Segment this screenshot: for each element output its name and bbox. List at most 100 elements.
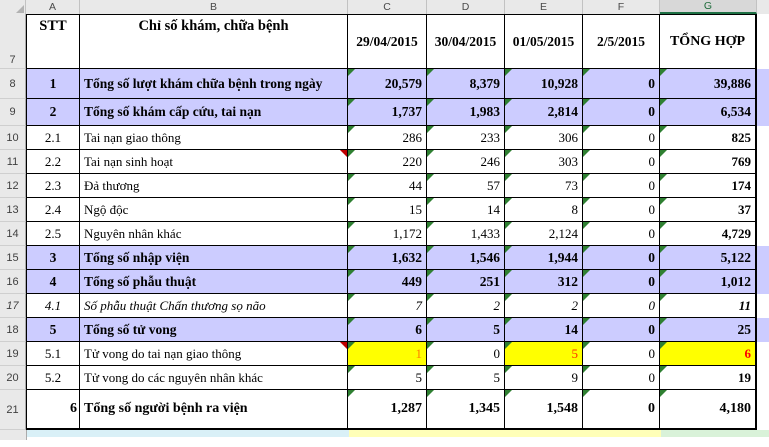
- cell-H9-sliver[interactable]: [757, 99, 769, 126]
- cell-G17[interactable]: 11: [660, 294, 757, 318]
- cell-D7[interactable]: 30/04/2015: [427, 14, 505, 69]
- column-header-c[interactable]: C: [348, 0, 427, 14]
- cell-C7[interactable]: 29/04/2015: [348, 14, 427, 69]
- cell-B16[interactable]: Tổng số phẫu thuật: [80, 270, 348, 294]
- cell-C16[interactable]: 449: [348, 270, 427, 294]
- row-header-14[interactable]: 14: [0, 222, 26, 246]
- cell-G19[interactable]: 6: [660, 342, 757, 366]
- column-header-d[interactable]: D: [427, 0, 505, 14]
- cell-E8[interactable]: 10,928: [505, 69, 583, 99]
- cell-C14[interactable]: 1,172: [348, 222, 427, 246]
- cell-H16-sliver[interactable]: [757, 270, 769, 294]
- cell-A21[interactable]: 6: [26, 390, 80, 430]
- cell-A12[interactable]: 2.3: [26, 174, 80, 198]
- row-header-7[interactable]: 7: [0, 14, 26, 69]
- cell-H12-sliver[interactable]: [757, 174, 769, 198]
- row-header-12[interactable]: 12: [0, 174, 26, 198]
- cell-A15[interactable]: 3: [26, 246, 80, 270]
- cell-G12[interactable]: 174: [660, 174, 757, 198]
- cell-H20-sliver[interactable]: [757, 366, 769, 390]
- cell-G13[interactable]: 37: [660, 198, 757, 222]
- cell-H11-sliver[interactable]: [757, 150, 769, 174]
- cell-B18[interactable]: Tổng số tử vong: [80, 318, 348, 342]
- row-header-15[interactable]: 15: [0, 246, 26, 270]
- cell-C10[interactable]: 286: [348, 126, 427, 150]
- cell-A17[interactable]: 4.1: [26, 294, 80, 318]
- cell-B10[interactable]: Tai nạn giao thông: [80, 126, 348, 150]
- cell-F17[interactable]: 0: [583, 294, 660, 318]
- cell-D20[interactable]: 5: [427, 366, 505, 390]
- cell-E16[interactable]: 312: [505, 270, 583, 294]
- row-header-11[interactable]: 11: [0, 150, 26, 174]
- cell-G16[interactable]: 1,012: [660, 270, 757, 294]
- cell-A7[interactable]: STT: [26, 14, 80, 69]
- cell-G15[interactable]: 5,122: [660, 246, 757, 270]
- cell-C18[interactable]: 6: [348, 318, 427, 342]
- cell-B19[interactable]: Tử vong do tai nạn giao thông: [80, 342, 348, 366]
- cell-D17[interactable]: 2: [427, 294, 505, 318]
- cell-E10[interactable]: 306: [505, 126, 583, 150]
- cell-D11[interactable]: 246: [427, 150, 505, 174]
- cell-D15[interactable]: 1,546: [427, 246, 505, 270]
- cell-B20[interactable]: Tử vong do các nguyên nhân khác: [80, 366, 348, 390]
- cell-D18[interactable]: 5: [427, 318, 505, 342]
- row-header-10[interactable]: 10: [0, 126, 26, 150]
- cell-F11[interactable]: 0: [583, 150, 660, 174]
- cell-H10-sliver[interactable]: [757, 126, 769, 150]
- cell-E12[interactable]: 73: [505, 174, 583, 198]
- cell-A19[interactable]: 5.1: [26, 342, 80, 366]
- cell-F15[interactable]: 0: [583, 246, 660, 270]
- cell-G22-partial[interactable]: [661, 430, 769, 437]
- cell-G18[interactable]: 25: [660, 318, 757, 342]
- cell-F20[interactable]: 0: [583, 366, 660, 390]
- cell-E17[interactable]: 2: [505, 294, 583, 318]
- cell-C13[interactable]: 15: [348, 198, 427, 222]
- cell-E18[interactable]: 14: [505, 318, 583, 342]
- cell-C9[interactable]: 1,737: [348, 99, 427, 126]
- cell-E14[interactable]: 2,124: [505, 222, 583, 246]
- cell-A13[interactable]: 2.4: [26, 198, 80, 222]
- cell-H18-sliver[interactable]: [757, 318, 769, 342]
- cell-G21[interactable]: 4,180: [660, 390, 757, 430]
- cell-B15[interactable]: Tổng số nhập viện: [80, 246, 348, 270]
- cell-F13[interactable]: 0: [583, 198, 660, 222]
- row-header-13[interactable]: 13: [0, 198, 26, 222]
- cell-C21[interactable]: 1,287: [348, 390, 427, 430]
- column-header-e[interactable]: E: [505, 0, 583, 14]
- cell-A20[interactable]: 5.2: [26, 366, 80, 390]
- cell-G11[interactable]: 769: [660, 150, 757, 174]
- cell-E9[interactable]: 2,814: [505, 99, 583, 126]
- cell-E20[interactable]: 9: [505, 366, 583, 390]
- cell-D8[interactable]: 8,379: [427, 69, 505, 99]
- cell-G9[interactable]: 6,534: [660, 99, 757, 126]
- column-header-f[interactable]: F: [583, 0, 660, 14]
- cell-C17[interactable]: 7: [348, 294, 427, 318]
- cell-F21[interactable]: 0: [583, 390, 660, 430]
- row-header-8[interactable]: 8: [0, 69, 26, 99]
- row-header-22[interactable]: [0, 430, 27, 440]
- cell-C8[interactable]: 20,579: [348, 69, 427, 99]
- cell-F9[interactable]: 0: [583, 99, 660, 126]
- cell-F8[interactable]: 0: [583, 69, 660, 99]
- cell-E19[interactable]: 5: [505, 342, 583, 366]
- cell-E21[interactable]: 1,548: [505, 390, 583, 430]
- column-header-b[interactable]: B: [80, 0, 348, 14]
- cell-H8-sliver[interactable]: [757, 69, 769, 99]
- row-header-18[interactable]: 18: [0, 318, 26, 342]
- cell-E13[interactable]: 8: [505, 198, 583, 222]
- cell-B17[interactable]: Số phẫu thuật Chấn thương sọ não: [80, 294, 348, 318]
- cell-G14[interactable]: 4,729: [660, 222, 757, 246]
- cell-H7-sliver[interactable]: [757, 14, 769, 69]
- cell-A22-B22-partial[interactable]: [27, 430, 349, 437]
- row-header-16[interactable]: 16: [0, 270, 26, 294]
- row-header-20[interactable]: 20: [0, 366, 26, 390]
- cell-B14[interactable]: Nguyên nhân khác: [80, 222, 348, 246]
- cell-F10[interactable]: 0: [583, 126, 660, 150]
- row-header-9[interactable]: 9: [0, 99, 26, 126]
- cell-C20[interactable]: 5: [348, 366, 427, 390]
- row-header-21[interactable]: 21: [0, 390, 26, 430]
- cell-F14[interactable]: 0: [583, 222, 660, 246]
- cell-A16[interactable]: 4: [26, 270, 80, 294]
- cell-D14[interactable]: 1,433: [427, 222, 505, 246]
- column-header-a[interactable]: A: [26, 0, 80, 14]
